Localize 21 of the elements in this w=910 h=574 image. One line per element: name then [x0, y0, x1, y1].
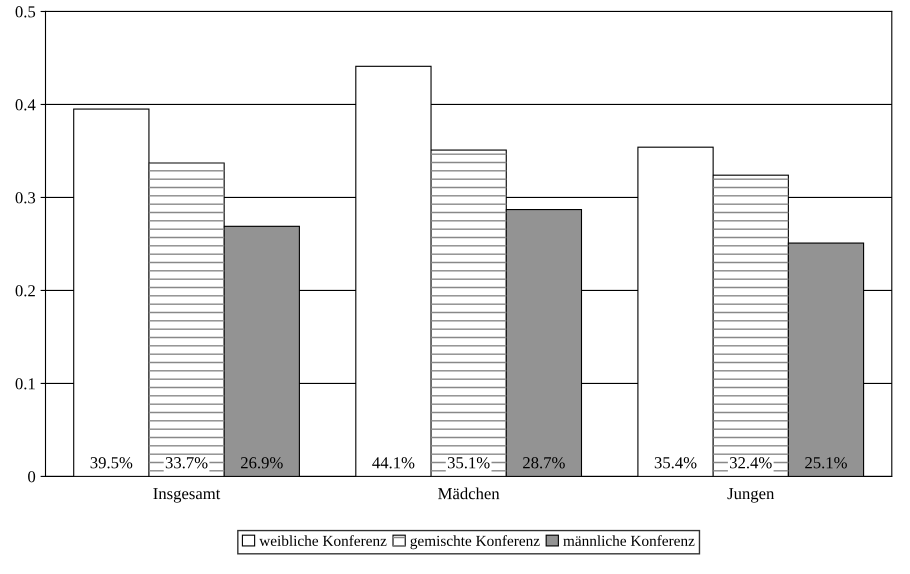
data-label: 39.5%: [90, 457, 132, 468]
data-label: 26.9%: [240, 457, 283, 468]
x-tick-label: Insgesamt: [153, 488, 220, 503]
data-label: 25.1%: [805, 457, 847, 468]
legend-label: weibliche Konferenz: [259, 535, 386, 546]
data-label: 44.1%: [372, 457, 414, 468]
y-tick-label: 0.2: [16, 285, 35, 296]
legend-label: gemischte Konferenz: [410, 535, 540, 550]
y-tick-label: 0.3: [16, 192, 36, 204]
y-tick-label: 0.1: [16, 378, 35, 390]
data-label: 33.7%: [166, 457, 208, 468]
data-label: 32.4%: [730, 457, 772, 468]
x-tick-label: Mädchen: [438, 488, 500, 500]
x-tick-label: Jungen: [727, 488, 774, 503]
y-tick-label: 0: [28, 471, 36, 482]
data-label: 28.7%: [523, 457, 565, 468]
y-tick-label: 0.4: [16, 99, 36, 110]
y-tick-label: 0.5: [16, 6, 36, 18]
legend-label: männliche Konferenz: [563, 535, 694, 546]
data-label: 35.4%: [654, 457, 696, 468]
data-label: 35.1%: [448, 457, 490, 468]
